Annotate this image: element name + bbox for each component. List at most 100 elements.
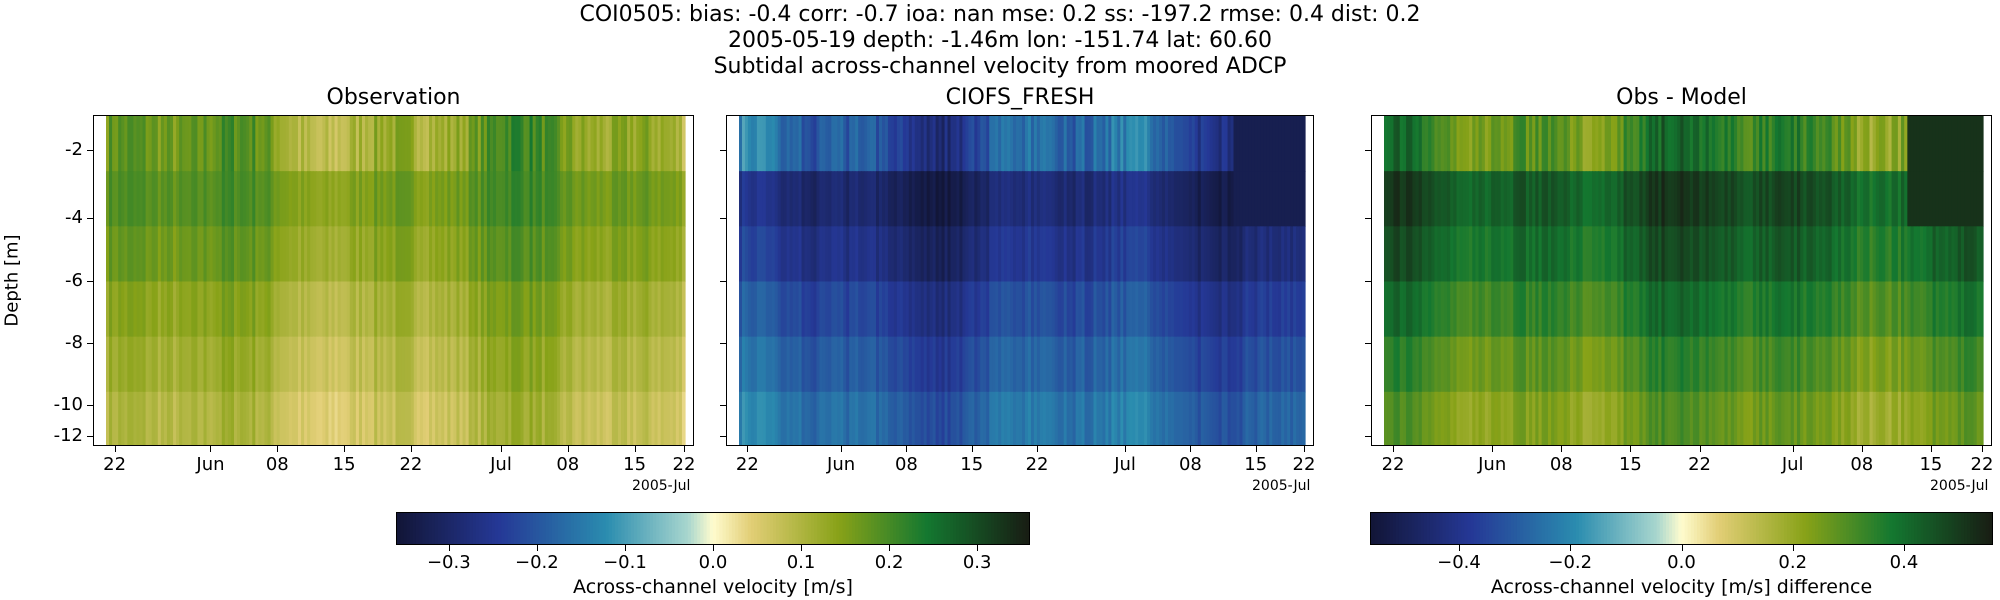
- heatmap-cell: [1494, 391, 1499, 445]
- colorbar-segment: [1976, 513, 1981, 544]
- colorbar-segment: [984, 513, 989, 544]
- heatmap-cell: [1024, 281, 1029, 338]
- heatmap-cell: [1756, 116, 1760, 172]
- heatmap-cell: [1904, 281, 1908, 338]
- heatmap-cell: [270, 336, 275, 393]
- heatmap-cell: [398, 226, 403, 283]
- heatmap-cell: [1756, 391, 1760, 445]
- heatmap-cell: [489, 171, 494, 227]
- heatmap-cell: [1604, 391, 1609, 445]
- heatmap-cell: [191, 391, 195, 445]
- colorbar-segment: [956, 513, 961, 544]
- heatmap-cell: [1266, 171, 1270, 227]
- heatmap-cell: [1272, 226, 1276, 283]
- heatmap-cell: [654, 336, 659, 393]
- heatmap-cell: [1957, 226, 1962, 283]
- heatmap-cell: [325, 281, 330, 338]
- heatmap-cell: [1752, 336, 1757, 393]
- heatmap-cell: [1399, 336, 1404, 393]
- heatmap-cell: [124, 226, 128, 283]
- heatmap-cell: [173, 171, 177, 227]
- heatmap-cell: [270, 226, 275, 283]
- heatmap-cell: [276, 336, 281, 393]
- colorbar-segment: [668, 513, 673, 544]
- heatmap-cell: [1236, 116, 1241, 172]
- heatmap-cell: [1894, 391, 1899, 445]
- heatmap-cell: [756, 171, 761, 227]
- heatmap-cell: [237, 336, 241, 393]
- heatmap-cell: [599, 391, 604, 445]
- x-tick-label: Jun: [1478, 454, 1507, 475]
- heatmap-cell: [1721, 281, 1726, 338]
- heatmap-cell: [185, 391, 189, 445]
- heatmap-cell: [1102, 171, 1107, 227]
- heatmap-cell: [1570, 226, 1574, 283]
- heatmap-cell: [1007, 281, 1011, 338]
- heatmap-cell: [355, 116, 360, 172]
- heatmap-cell: [535, 226, 540, 283]
- heatmap-cell: [1239, 336, 1244, 393]
- heatmap-cell: [355, 281, 360, 338]
- heatmap-cell: [998, 171, 1002, 227]
- heatmap-cell: [1120, 391, 1124, 445]
- heatmap-cell: [444, 391, 448, 445]
- heatmap-cell: [617, 226, 622, 283]
- heatmap-cell: [1702, 281, 1707, 338]
- heatmap-cell: [1048, 171, 1053, 227]
- heatmap-cell: [789, 281, 794, 338]
- heatmap-cell: [517, 336, 522, 393]
- heatmap-cell: [660, 281, 665, 338]
- heatmap-cell: [1743, 171, 1748, 227]
- heatmap-cell: [1894, 336, 1899, 393]
- heatmap-cell: [1749, 281, 1754, 338]
- heatmap-cell: [1904, 336, 1908, 393]
- heatmap-cell: [547, 391, 552, 445]
- heatmap-cell: [1281, 336, 1285, 393]
- heatmap-cell: [1648, 391, 1653, 445]
- heatmap-cell: [1629, 281, 1634, 338]
- heatmap-cell: [221, 116, 226, 172]
- heatmap-cell: [1036, 116, 1041, 172]
- heatmap-cell: [1075, 171, 1080, 227]
- heatmap-cell: [986, 116, 990, 172]
- heatmap-cell: [566, 281, 570, 338]
- heatmap-cell: [1141, 391, 1145, 445]
- heatmap-cell: [368, 226, 372, 283]
- heatmap-cell: [1421, 116, 1426, 172]
- heatmap-cell: [663, 281, 668, 338]
- heatmap-cell: [992, 391, 996, 445]
- heatmap-cell: [1278, 116, 1282, 172]
- suptitle-description: Subtidal across-channel velocity from mo…: [713, 54, 1287, 79]
- heatmap-cell: [127, 226, 131, 283]
- heatmap-cell: [1096, 336, 1101, 393]
- heatmap-cell: [224, 116, 229, 172]
- heatmap-cell: [486, 336, 491, 393]
- colorbar-segment: [750, 513, 755, 544]
- heatmap-cell: [422, 281, 427, 338]
- heatmap-cell: [432, 171, 436, 227]
- heatmap-cell: [1144, 336, 1148, 393]
- heatmap-cell: [834, 171, 838, 227]
- heatmap-cell: [502, 226, 506, 283]
- heatmap-cell: [1677, 116, 1681, 172]
- colorbar-segment: [874, 513, 878, 544]
- heatmap-cell: [1812, 336, 1817, 393]
- heatmap-cell: [1203, 226, 1208, 283]
- colorbar-segment: [1665, 513, 1670, 544]
- heatmap-cell: [846, 336, 850, 393]
- heatmap-cell: [861, 281, 865, 338]
- heatmap-cell: [864, 336, 868, 393]
- heatmap-cell: [160, 116, 165, 172]
- heatmap-cell: [310, 391, 314, 445]
- heatmap-cell: [1022, 281, 1026, 338]
- heatmap-cell: [1856, 281, 1861, 338]
- heatmap-cell: [974, 391, 978, 445]
- heatmap-cell: [1588, 336, 1593, 393]
- heatmap-cell: [267, 336, 272, 393]
- heatmap-cell: [419, 336, 424, 393]
- heatmap-cell: [1976, 391, 1981, 445]
- heatmap-cell: [1538, 116, 1543, 172]
- x-tick-label: 15: [960, 454, 984, 475]
- heatmap-cell: [1230, 226, 1235, 283]
- colorbar-segment: [1982, 513, 1987, 544]
